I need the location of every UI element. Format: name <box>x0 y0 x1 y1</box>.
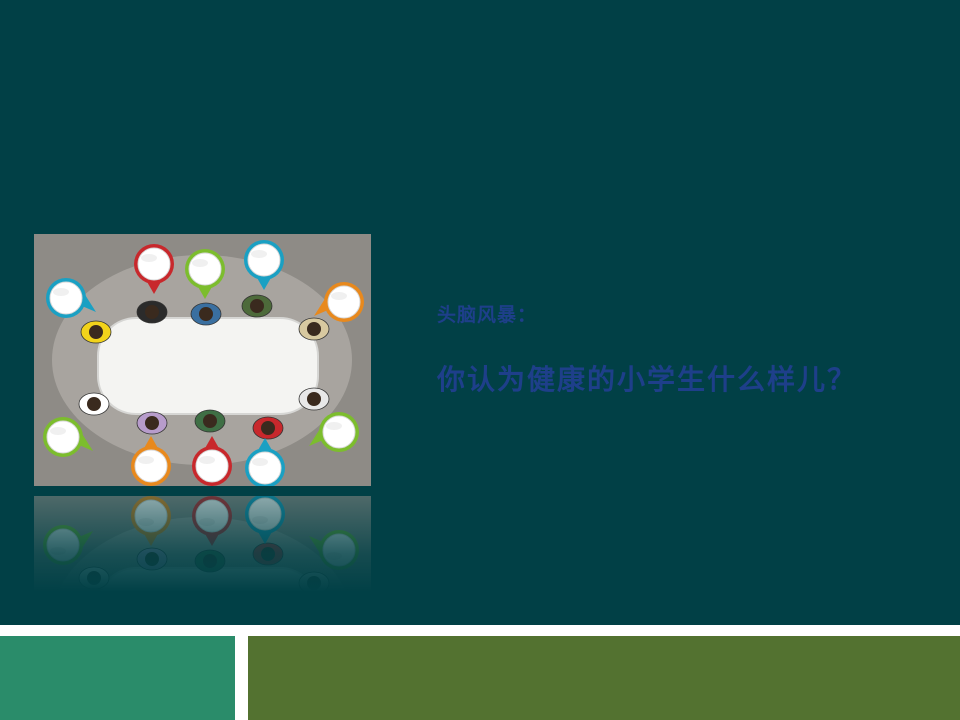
map-pin-5 <box>314 282 364 322</box>
pin-bubble <box>322 415 356 449</box>
pin-bubble <box>134 449 168 483</box>
pin-highlight <box>331 292 347 300</box>
person-head <box>199 307 213 321</box>
meeting-table-illustration <box>34 234 371 488</box>
pin-highlight <box>252 458 268 466</box>
map-pin-2 <box>134 244 174 294</box>
person-4 <box>241 294 273 318</box>
pin-bubble <box>137 247 171 281</box>
footer-band-left <box>0 636 235 720</box>
person-head <box>250 299 264 313</box>
map-pin-9 <box>245 438 285 488</box>
person-head <box>307 392 321 406</box>
slide-subtitle: 头脑风暴： <box>437 304 538 326</box>
person-7 <box>252 416 284 440</box>
pin-highlight <box>53 288 69 296</box>
pin-highlight <box>251 250 267 258</box>
pin-highlight <box>141 254 157 262</box>
person-2 <box>136 300 168 324</box>
person-9 <box>136 411 168 435</box>
pin-highlight <box>138 456 154 464</box>
person-head <box>89 325 103 339</box>
map-pin-1 <box>46 278 96 318</box>
person-5 <box>298 317 330 341</box>
map-pin-10 <box>43 417 93 457</box>
pin-bubble <box>49 281 83 315</box>
pin-bubble <box>247 243 281 277</box>
person-8 <box>194 409 226 433</box>
illustration-reflection <box>34 496 371 592</box>
map-pin-7 <box>131 436 171 486</box>
person-head <box>203 414 217 428</box>
person-10 <box>78 392 110 416</box>
person-head <box>307 322 321 336</box>
person-6 <box>298 387 330 411</box>
map-pin-3 <box>185 249 225 299</box>
pin-highlight <box>50 427 66 435</box>
slide-question: 你认为健康的小学生什么样儿？ <box>437 363 858 396</box>
map-pin-4 <box>244 240 284 290</box>
pin-bubble <box>327 285 361 319</box>
pin-bubble <box>248 451 282 485</box>
footer-band-right <box>248 636 960 720</box>
person-head <box>145 416 159 430</box>
meeting-table-graphic <box>34 234 371 488</box>
table <box>97 317 319 415</box>
pin-highlight <box>192 259 208 267</box>
map-pin-6 <box>309 412 359 452</box>
person-head <box>87 397 101 411</box>
scene <box>34 234 371 488</box>
pin-bubble <box>46 420 80 454</box>
pin-highlight <box>199 456 215 464</box>
map-pin-8 <box>192 436 232 486</box>
person-3 <box>190 302 222 326</box>
person-head <box>261 421 275 435</box>
person-1 <box>80 320 112 344</box>
pin-highlight <box>326 422 342 430</box>
person-head <box>145 305 159 319</box>
reflection-fade <box>34 496 371 592</box>
pin-bubble <box>195 449 229 483</box>
pin-bubble <box>188 252 222 286</box>
